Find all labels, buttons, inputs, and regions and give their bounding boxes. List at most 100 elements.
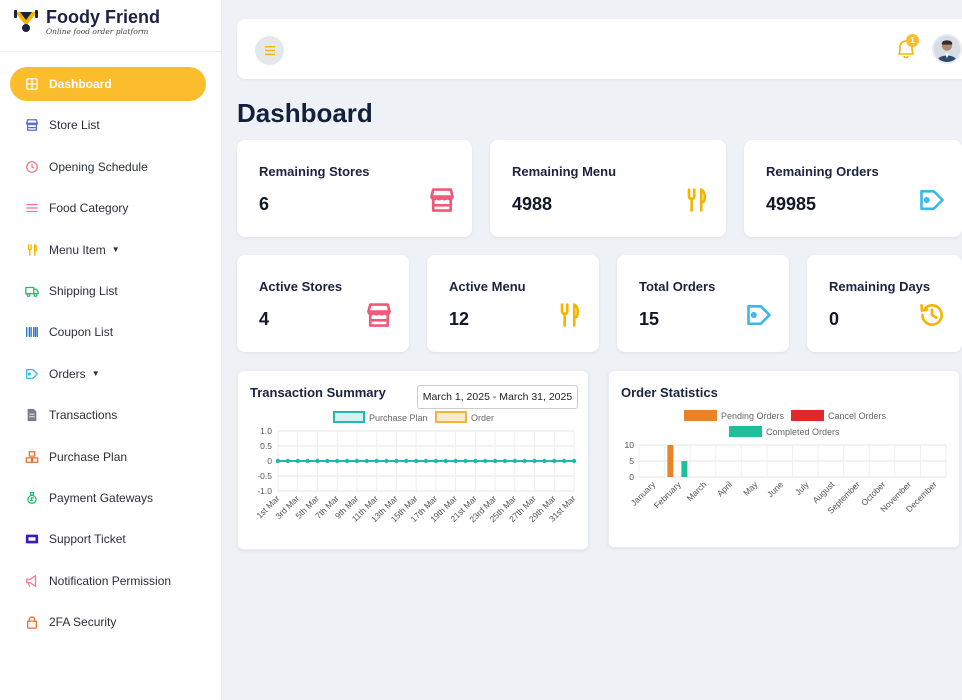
document-icon <box>24 407 40 423</box>
order-bar-chart: Pending Orders Cancel Orders Completed Ord… <box>625 410 947 516</box>
lock-icon <box>24 614 40 630</box>
sidebar-item-store-list[interactable]: Store List <box>10 108 206 142</box>
sidebar-item-label: Shipping List <box>49 283 118 298</box>
sidebar-item-label: 2FA Security <box>49 615 117 630</box>
data-point[interactable] <box>473 458 478 464</box>
data-point[interactable] <box>561 458 567 464</box>
megaphone-icon <box>24 573 40 589</box>
store-icon <box>428 186 458 216</box>
data-point[interactable] <box>285 458 291 464</box>
brand[interactable]: Foody Friend Online food order platform <box>0 0 221 52</box>
x-tick-label: June <box>765 479 785 499</box>
bar-0-1[interactable] <box>667 445 674 477</box>
stat-card-remaining-menu: Remaining Menu 4988 <box>490 140 726 237</box>
legend-label: Completed Orders <box>766 427 840 437</box>
sidebar-item-menu-item[interactable]: Menu Item ▼ <box>10 233 206 267</box>
data-point[interactable] <box>413 458 419 464</box>
sidebar-item-payment-gateways[interactable]: Payment Gateways <box>10 481 206 515</box>
user-avatar-icon <box>934 36 960 62</box>
avatar[interactable] <box>932 34 962 64</box>
tag-icon <box>24 366 40 382</box>
sidebar-item-purchase-plan[interactable]: Purchase Plan <box>10 440 206 474</box>
barcode-icon <box>24 324 40 340</box>
sidebar-item-orders[interactable]: Orders ▼ <box>10 357 206 391</box>
legend-swatch[interactable] <box>684 410 717 421</box>
data-point[interactable] <box>492 458 498 464</box>
data-point[interactable] <box>335 458 340 464</box>
legend-swatch[interactable] <box>333 411 365 423</box>
data-point[interactable] <box>315 458 320 464</box>
legend-label: Order <box>471 413 494 423</box>
sidebar-item-support-ticket[interactable]: Support Ticket <box>10 522 206 556</box>
sidebar-item-label: Food Category <box>49 201 129 216</box>
data-point[interactable] <box>423 458 429 464</box>
stat-value: 15 <box>639 309 660 329</box>
data-point[interactable] <box>512 458 517 464</box>
data-point[interactable] <box>571 458 577 464</box>
date-range-picker[interactable]: March 1, 2025 - March 31, 2025 <box>417 385 578 409</box>
chevron-down-icon: ▼ <box>111 245 120 255</box>
transaction-summary-title: Transaction Summary <box>250 385 386 400</box>
data-point[interactable] <box>443 458 448 464</box>
sidebar-item-opening-schedule[interactable]: Opening Schedule <box>10 150 206 184</box>
truck-icon <box>24 283 40 299</box>
data-point[interactable] <box>502 458 508 464</box>
sidebar-item-shipping-list[interactable]: Shipping List <box>10 274 206 308</box>
data-point[interactable] <box>483 458 488 464</box>
data-point[interactable] <box>394 458 399 464</box>
data-point[interactable] <box>305 458 310 464</box>
stat-card-active-stores: Active Stores 4 <box>237 255 409 352</box>
stat-label: Remaining Menu <box>512 164 617 179</box>
data-point[interactable] <box>275 458 281 464</box>
sidebar: Foody Friend Online food order platform … <box>0 0 222 700</box>
data-point[interactable] <box>522 458 527 464</box>
tag-icon <box>745 301 775 331</box>
data-point[interactable] <box>325 458 330 464</box>
data-point[interactable] <box>364 458 369 464</box>
data-point[interactable] <box>542 458 547 464</box>
data-point[interactable] <box>552 458 557 464</box>
y-tick-label: 0.5 <box>260 441 272 451</box>
data-point[interactable] <box>433 458 439 464</box>
logo-icon <box>14 10 38 32</box>
legend-swatch[interactable] <box>791 410 824 421</box>
sidebar-item-dashboard[interactable]: Dashboard <box>10 67 206 101</box>
clock-icon <box>24 159 40 175</box>
store-icon <box>365 301 395 331</box>
stat-value: 4 <box>259 309 270 329</box>
stat-label: Remaining Days <box>829 279 931 294</box>
data-point[interactable] <box>532 458 537 464</box>
legend-swatch[interactable] <box>435 411 467 423</box>
stat-label: Remaining Orders <box>766 164 879 179</box>
sidebar-item-2fa-security[interactable]: 2FA Security <box>10 605 206 639</box>
ticket-icon <box>24 531 40 547</box>
notification-badge: 1 <box>906 34 919 47</box>
sidebar-item-food-category[interactable]: Food Category <box>10 191 206 225</box>
data-point[interactable] <box>453 458 458 464</box>
data-point[interactable] <box>354 458 360 464</box>
data-point[interactable] <box>463 458 468 464</box>
sidebar-item-label: Opening Schedule <box>49 159 148 174</box>
data-point[interactable] <box>295 458 300 464</box>
sidebar-item-label: Notification Permission <box>49 573 172 588</box>
sidebar-item-label: Support Ticket <box>49 532 126 547</box>
stat-value: 6 <box>259 194 270 214</box>
sidebar-item-transactions[interactable]: Transactions <box>10 398 206 432</box>
sidebar-item-coupon-list[interactable]: Coupon List <box>10 315 206 349</box>
data-point[interactable] <box>404 458 409 464</box>
sidebar-item-label: Orders <box>49 366 86 381</box>
data-point[interactable] <box>344 458 350 464</box>
data-point[interactable] <box>374 458 379 464</box>
data-point[interactable] <box>384 458 389 464</box>
legend-swatch[interactable] <box>729 426 762 437</box>
grid-icon <box>24 76 40 92</box>
stat-value: 4988 <box>512 194 553 214</box>
sidebar-item-notification-permission[interactable]: Notification Permission <box>10 564 206 598</box>
order-statistics-title: Order Statistics <box>621 385 718 400</box>
x-tick-label: March <box>685 479 709 503</box>
bar-2-1[interactable] <box>681 461 688 477</box>
stat-card-total-orders: Total Orders 15 <box>617 255 789 352</box>
menu-toggle-button[interactable] <box>255 36 284 65</box>
sidebar-item-label: Coupon List <box>49 325 114 340</box>
fork-knife-icon <box>24 242 40 258</box>
